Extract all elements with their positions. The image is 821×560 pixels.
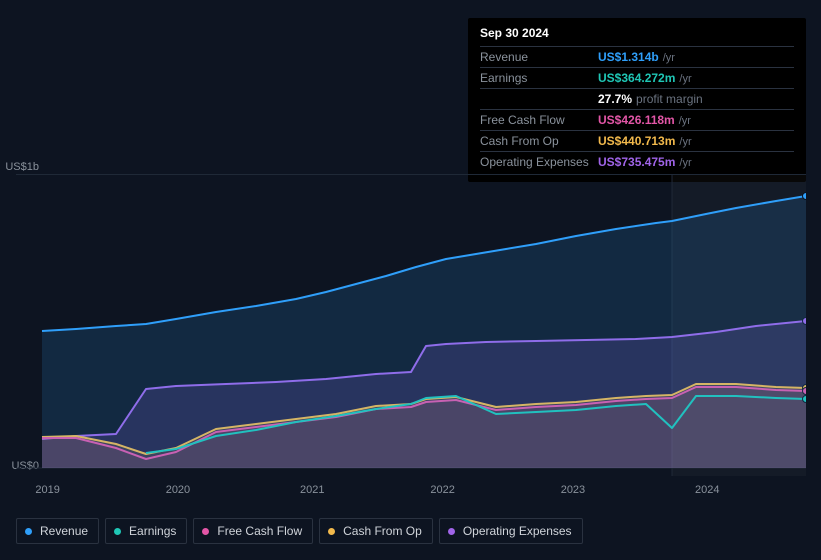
tooltip-value: 27.7% xyxy=(598,92,632,106)
tooltip-label: Cash From Op xyxy=(480,134,598,148)
tooltip-unit: /yr xyxy=(679,73,691,85)
tooltip-unit: /yr xyxy=(679,157,691,169)
tooltip-date: Sep 30 2024 xyxy=(480,26,794,46)
legend-dot-icon xyxy=(114,528,121,535)
tooltip-value: US$426.118m xyxy=(598,113,675,127)
legend-item-revenue[interactable]: Revenue xyxy=(16,518,99,544)
legend-label: Free Cash Flow xyxy=(217,524,302,538)
x-axis-tick: 2023 xyxy=(561,484,585,496)
tooltip-label: Operating Expenses xyxy=(480,155,598,169)
tooltip-row: 27.7% profit margin xyxy=(480,88,794,109)
tooltip-unit: /yr xyxy=(663,52,675,64)
data-tooltip: Sep 30 2024 RevenueUS$1.314b/yrEarningsU… xyxy=(468,18,806,182)
x-axis-tick: 2021 xyxy=(300,484,324,496)
x-axis-tick: 2024 xyxy=(695,484,719,496)
tooltip-unit: /yr xyxy=(679,115,691,127)
x-axis-tick: 2022 xyxy=(430,484,454,496)
legend-item-earnings[interactable]: Earnings xyxy=(105,518,187,544)
tooltip-unit: /yr xyxy=(679,136,691,148)
tooltip-label: Free Cash Flow xyxy=(480,113,598,127)
tooltip-label: Revenue xyxy=(480,50,598,64)
legend-dot-icon xyxy=(202,528,209,535)
tooltip-row: Operating ExpensesUS$735.475m/yr xyxy=(480,151,794,172)
financials-chart xyxy=(16,174,806,476)
legend-dot-icon xyxy=(448,528,455,535)
x-axis-tick: 2020 xyxy=(166,484,190,496)
tooltip-value: US$364.272m xyxy=(598,71,675,85)
legend-item-free-cash-flow[interactable]: Free Cash Flow xyxy=(193,518,313,544)
tooltip-value: US$440.713m xyxy=(598,134,675,148)
legend-dot-icon xyxy=(328,528,335,535)
legend-item-operating-expenses[interactable]: Operating Expenses xyxy=(439,518,583,544)
tooltip-row: Cash From OpUS$440.713m/yr xyxy=(480,130,794,151)
tooltip-value: US$1.314b xyxy=(598,50,659,64)
tooltip-label: Earnings xyxy=(480,71,598,85)
legend-label: Revenue xyxy=(40,524,88,538)
tooltip-row: Free Cash FlowUS$426.118m/yr xyxy=(480,109,794,130)
legend-dot-icon xyxy=(25,528,32,535)
legend-item-cash-from-op[interactable]: Cash From Op xyxy=(319,518,433,544)
y-axis-tick: US$1b xyxy=(0,161,39,173)
legend: Revenue Earnings Free Cash Flow Cash From O… xyxy=(16,518,583,544)
legend-label: Earnings xyxy=(129,524,176,538)
legend-label: Cash From Op xyxy=(343,524,422,538)
tooltip-value: US$735.475m xyxy=(598,155,675,169)
profit-margin-label: profit margin xyxy=(636,92,703,106)
tooltip-row: RevenueUS$1.314b/yr xyxy=(480,46,794,67)
x-axis: 2019 2020 2021 2022 2023 2024 xyxy=(16,484,806,500)
legend-label: Operating Expenses xyxy=(463,524,572,538)
tooltip-row: EarningsUS$364.272m/yr xyxy=(480,67,794,88)
x-axis-tick: 2019 xyxy=(35,484,59,496)
